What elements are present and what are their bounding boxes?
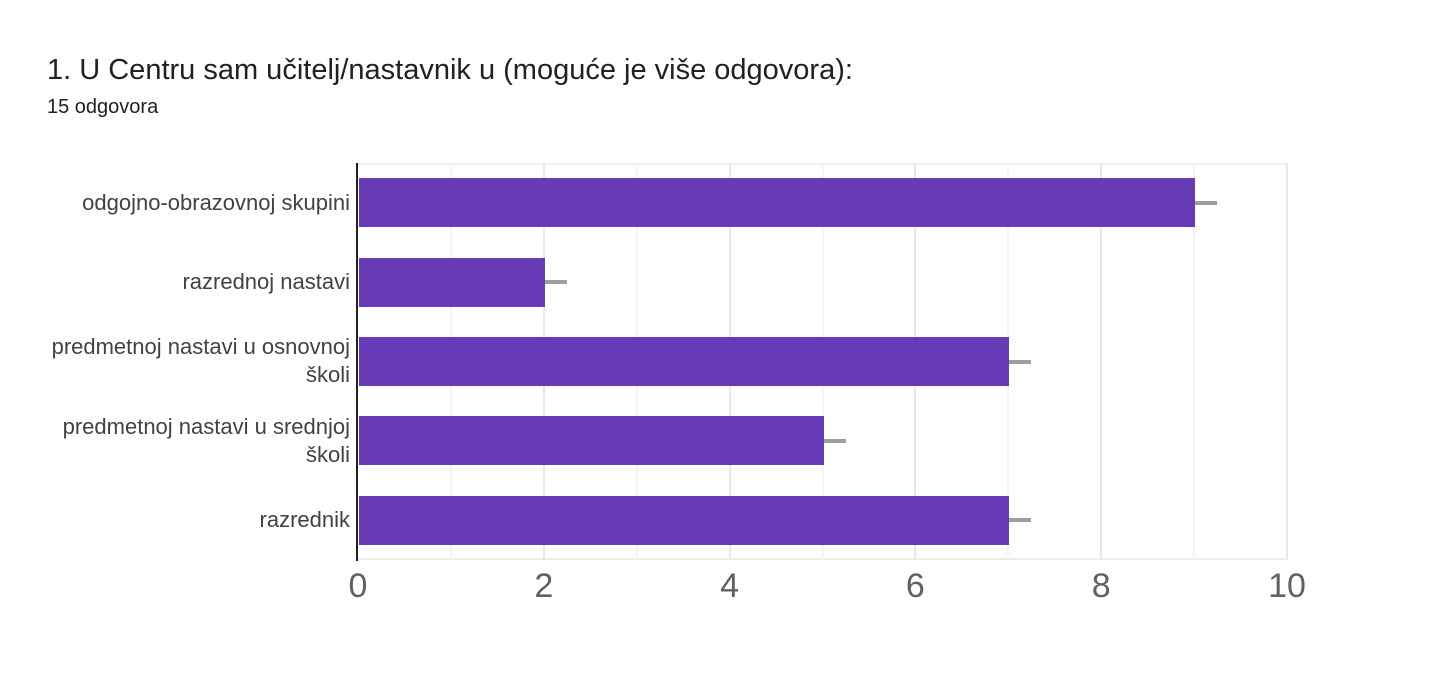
category-label: predmetnoj nastavi u osnovnoj školi bbox=[51, 334, 350, 388]
bar[interactable] bbox=[359, 257, 545, 307]
category-label: razrednoj nastavi bbox=[182, 269, 350, 295]
x-tick-label: 4 bbox=[720, 567, 740, 605]
whisker bbox=[544, 280, 567, 285]
major-gridline bbox=[1286, 163, 1288, 560]
whisker bbox=[1009, 518, 1032, 523]
x-tick-label: 2 bbox=[534, 567, 554, 605]
whisker bbox=[823, 438, 846, 443]
whisker bbox=[1195, 200, 1218, 205]
category-label: predmetnoj nastavi u srednjoj školi bbox=[62, 413, 350, 467]
category-label: odgojno-obrazovnoj skupini bbox=[82, 189, 350, 215]
major-gridline bbox=[1100, 163, 1103, 560]
bar[interactable] bbox=[359, 337, 1010, 386]
bar[interactable] bbox=[359, 178, 1196, 228]
whisker bbox=[1009, 359, 1032, 364]
y-axis-line bbox=[356, 163, 358, 561]
category-label: razrednik bbox=[259, 507, 350, 533]
x-tick-label: 10 bbox=[1268, 567, 1306, 605]
bar[interactable] bbox=[359, 416, 824, 466]
x-tick-label: 6 bbox=[905, 567, 925, 605]
bar[interactable] bbox=[359, 495, 1010, 545]
responses-count: 15 odgovora bbox=[47, 96, 159, 118]
x-tick-label: 0 bbox=[348, 567, 368, 605]
question-title: 1. U Centru sam učitelj/nastavnik u (mog… bbox=[47, 54, 853, 86]
minor-gridline bbox=[1193, 163, 1196, 560]
x-tick-label: 8 bbox=[1091, 567, 1111, 605]
